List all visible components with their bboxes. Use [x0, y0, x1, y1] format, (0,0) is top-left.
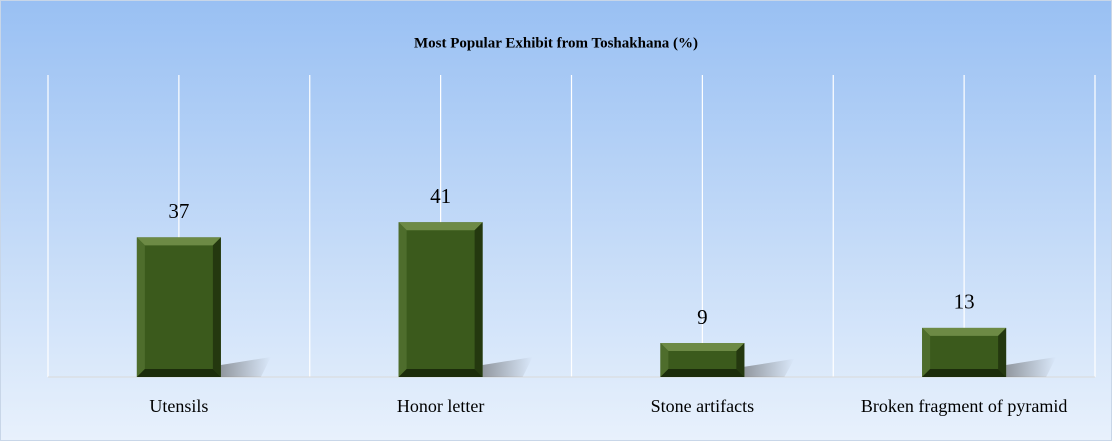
- x-tick-label: Broken fragment of pyramid: [861, 396, 1067, 416]
- value-label: 13: [954, 290, 975, 314]
- bar-bevel: [922, 369, 1007, 377]
- bar-bevel: [660, 343, 669, 377]
- bar-shadow: [220, 357, 271, 377]
- bar-bevel: [212, 237, 221, 377]
- x-tick-label: Honor letter: [397, 396, 484, 416]
- bar: [398, 222, 483, 377]
- bar-bevel: [660, 369, 745, 377]
- bar-bevel: [736, 343, 745, 377]
- bar-bevel: [922, 327, 1007, 336]
- x-tick-label: Utensils: [149, 396, 208, 416]
- bar-bevel: [136, 369, 221, 377]
- x-tick-label: Stone artifacts: [651, 396, 754, 416]
- bar-bevel: [398, 369, 483, 377]
- value-label: 41: [430, 184, 451, 208]
- bar-bevel: [922, 327, 931, 377]
- value-label: 9: [697, 305, 708, 329]
- bar-bevel: [998, 327, 1007, 377]
- bar-bevel: [474, 222, 483, 377]
- bar-bevel: [398, 222, 407, 377]
- bar-bevel: [136, 237, 145, 377]
- bar-shadow: [744, 358, 795, 377]
- bar-bevel: [136, 237, 221, 246]
- bar-bevel: [398, 222, 483, 231]
- bar-shadow: [482, 357, 533, 377]
- value-label: 37: [168, 199, 189, 223]
- bar-shadow: [1006, 357, 1057, 377]
- bar: [922, 327, 1007, 377]
- chart-title: Most Popular Exhibit from Toshakhana (%): [414, 35, 698, 51]
- bar: [136, 237, 221, 377]
- bar-bevel: [660, 343, 745, 352]
